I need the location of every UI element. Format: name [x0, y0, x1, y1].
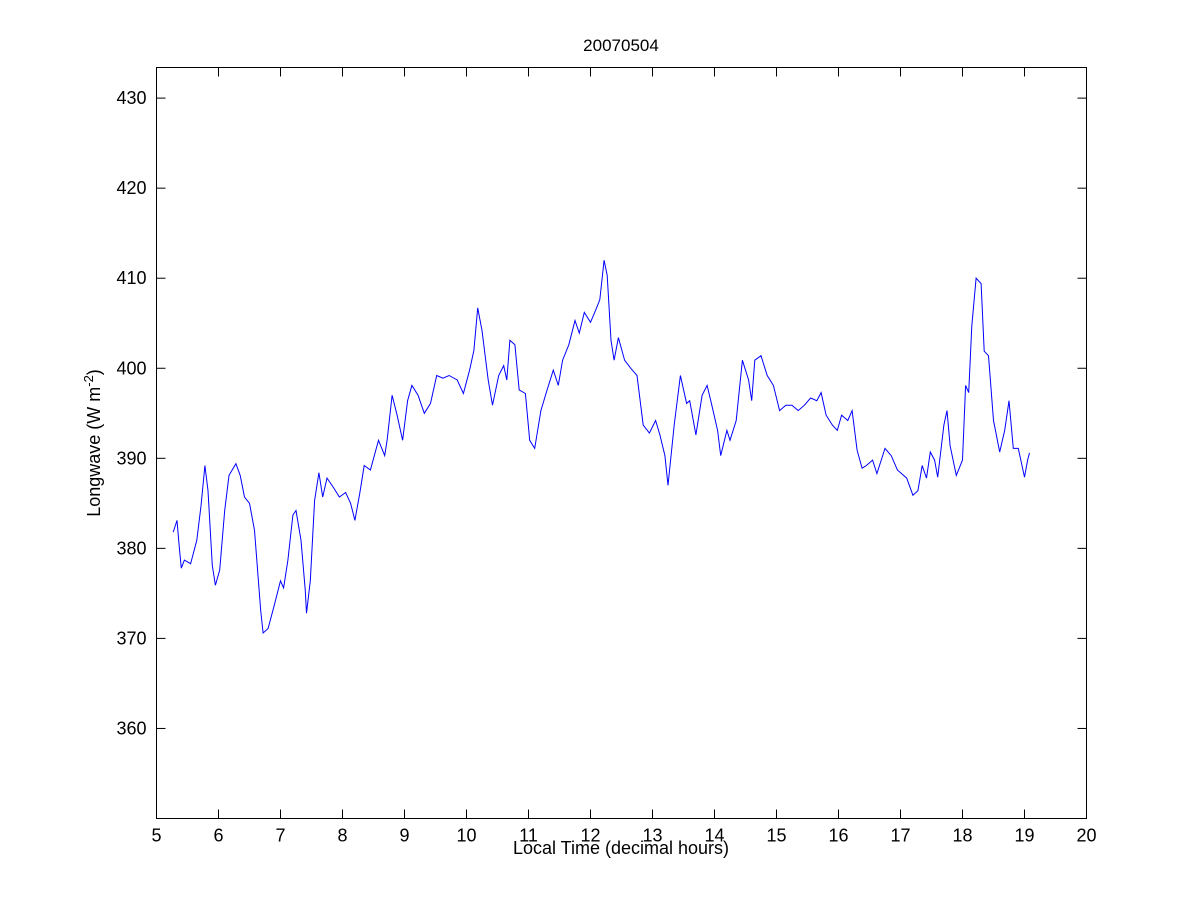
- x-tick-label: 15: [766, 826, 786, 846]
- x-tick-label: 5: [151, 826, 161, 846]
- series-line-longwave: [172, 260, 1030, 635]
- y-tick-label: 410: [116, 268, 146, 288]
- y-tick-label: 430: [116, 88, 146, 108]
- x-tick-label: 17: [890, 826, 910, 846]
- y-axis-label-exponent: -2: [81, 375, 96, 387]
- x-tick-label: 18: [952, 826, 972, 846]
- x-tick-labels: 5 6 7 8 9 10 11 12 13 14 15 16 17 18 19 20: [151, 826, 1096, 846]
- x-tick-label: 16: [828, 826, 848, 846]
- x-tick-label: 9: [399, 826, 409, 846]
- x-tick-label: 20: [1076, 826, 1096, 846]
- y-axis-label: Longwave (W m-2): [81, 369, 104, 517]
- plot-area: [156, 67, 1086, 818]
- x-tick-label: 19: [1014, 826, 1034, 846]
- y-tick-labels: 360 370 380 390 400 410 420 430: [116, 88, 146, 738]
- y-tick-label: 370: [116, 628, 146, 648]
- x-tick-label: 11: [519, 826, 538, 846]
- y-axis-label-close: ): [84, 369, 104, 375]
- x-tick-label: 8: [337, 826, 347, 846]
- x-tick-label: 10: [456, 826, 476, 846]
- y-tick-label: 400: [116, 358, 146, 378]
- y-tick-label: 380: [116, 538, 146, 558]
- y-tick-label: 390: [116, 448, 146, 468]
- x-tick-label: 14: [704, 826, 724, 846]
- x-tick-label: 12: [580, 826, 600, 846]
- y-axis-label-main: Longwave (W m: [84, 387, 104, 517]
- y-tick-label: 420: [116, 178, 146, 198]
- chart-title: 20070504: [583, 36, 659, 55]
- x-axis-label: Local Time (decimal hours): [513, 838, 729, 858]
- y-tick-label: 360: [116, 718, 146, 738]
- x-tick-label: 6: [213, 826, 223, 846]
- x-tick-label: 13: [642, 826, 662, 846]
- x-tick-label: 7: [275, 826, 285, 846]
- ticks: [156, 67, 1087, 819]
- plot-frame: [156, 67, 1087, 819]
